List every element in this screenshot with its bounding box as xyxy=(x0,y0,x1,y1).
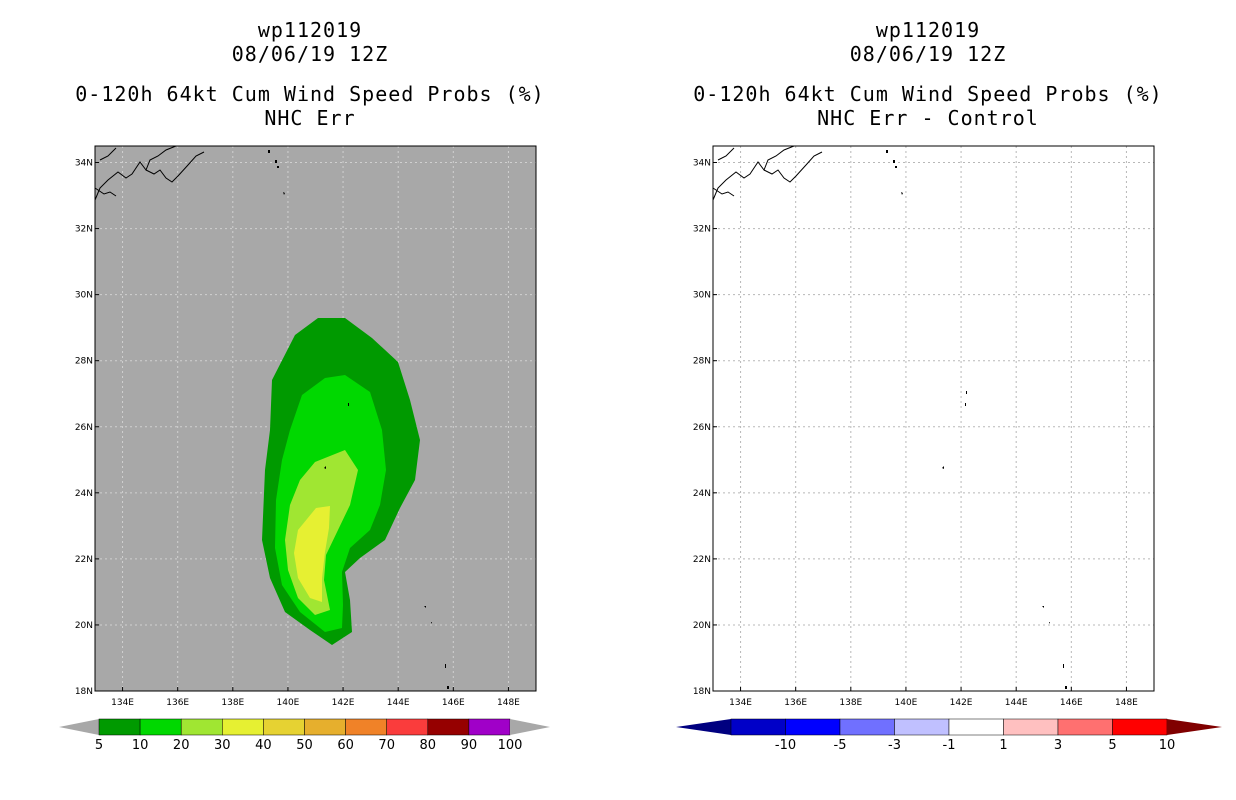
right-colorbar-label: 1 xyxy=(999,738,1007,753)
left-colorbar-swatch xyxy=(345,718,387,736)
right-colorbar-label: -10 xyxy=(775,738,796,753)
right-axis-ticks: 134E 136E 138E 140E 142E 144E 146E 148E 18N 20N 22… xyxy=(693,159,1138,708)
right-colorbar-label: -5 xyxy=(834,738,847,753)
right-colorbar-label: -1 xyxy=(943,738,956,753)
left-lon-label: 140E xyxy=(277,698,300,708)
left-colorbar-label: 20 xyxy=(173,738,190,753)
left-colorbar-label: 80 xyxy=(420,738,437,753)
right-storm-id: wp112019 xyxy=(875,18,981,42)
left-lon-label: 142E xyxy=(332,698,355,708)
right-colorbar-swatch xyxy=(894,718,950,736)
right-lat-label: 18N xyxy=(693,687,711,697)
left-date: 08/06/19 12Z xyxy=(231,42,389,66)
left-lon-label: 144E xyxy=(387,698,410,708)
right-colorbar-swatch xyxy=(1057,718,1113,736)
left-colorbar-swatch xyxy=(386,718,429,736)
right-map: 134E 136E 138E 140E 142E 144E 146E 148E 18N 20N 22… xyxy=(693,145,1155,708)
right-colorbar-swatch xyxy=(1003,718,1059,736)
right-lon-label: 144E xyxy=(1005,698,1028,708)
left-lon-label: 138E xyxy=(221,698,244,708)
right-colorbar-swatch xyxy=(948,718,1004,736)
left-colorbar-high-end xyxy=(510,719,550,735)
left-coastline xyxy=(94,145,205,201)
left-colorbar-label: 50 xyxy=(296,738,313,753)
left-colorbar-swatch xyxy=(180,718,223,736)
right-colorbar-low-end xyxy=(676,719,731,735)
right-date: 08/06/19 12Z xyxy=(849,42,1007,66)
right-map-background xyxy=(713,146,1154,691)
left-lat-label: 24N xyxy=(75,489,93,499)
left-lon-label: 136E xyxy=(166,698,189,708)
left-lat-label: 20N xyxy=(75,621,93,631)
left-lat-label: 26N xyxy=(75,423,93,433)
right-colorbar: -10 -5 -3 -1 1 3 5 10 xyxy=(676,718,1222,753)
left-lat-label: 18N xyxy=(75,687,93,697)
left-colorbar: 5 10 20 30 40 50 60 70 80 90 100 xyxy=(59,718,550,753)
right-lon-label: 140E xyxy=(895,698,918,708)
right-panel-title: wp112019 08/06/19 12Z 0-120h 64kt Cum Wi… xyxy=(678,18,1178,130)
right-lon-label: 134E xyxy=(729,698,752,708)
left-lat-label: 32N xyxy=(75,225,93,235)
right-colorbar-swatch xyxy=(730,718,786,736)
right-colorbar-swatch xyxy=(839,718,895,736)
right-lat-label: 26N xyxy=(693,423,711,433)
right-colorbar-high-end xyxy=(1167,719,1222,735)
left-axis-ticks: 134E 136E 138E 140E 142E 144E 146E 148E 18N 20N 22… xyxy=(75,159,520,708)
right-lat-label: 22N xyxy=(693,555,711,565)
left-lat-label: 34N xyxy=(75,159,93,169)
right-product-title: 0-120h 64kt Cum Wind Speed Probs (%) xyxy=(693,82,1163,106)
right-lat-label: 30N xyxy=(693,291,711,301)
right-colorbar-label: 3 xyxy=(1054,738,1062,753)
left-colorbar-label: 90 xyxy=(461,738,478,753)
left-colorbar-swatch xyxy=(427,718,470,736)
left-map: 134E 136E 138E 140E 142E 144E 146E 148E 18N 20N 22… xyxy=(75,145,537,708)
left-colorbar-swatch xyxy=(304,718,346,736)
left-colorbar-low-end xyxy=(59,719,99,735)
right-map-frame xyxy=(712,145,1155,692)
right-colorbar-swatch xyxy=(785,718,841,736)
left-colorbar-swatch xyxy=(263,718,305,736)
left-colorbar-label: 30 xyxy=(214,738,231,753)
right-lon-label: 136E xyxy=(784,698,807,708)
left-colorbar-label: 60 xyxy=(337,738,354,753)
left-panel-title: wp112019 08/06/19 12Z 0-120h 64kt Cum Wi… xyxy=(60,18,560,130)
left-colorbar-swatch xyxy=(468,718,511,736)
left-lon-label: 148E xyxy=(497,698,520,708)
left-subtitle: NHC Err xyxy=(264,106,356,130)
left-colorbar-label: 10 xyxy=(132,738,149,753)
right-colorbar-label: 10 xyxy=(1159,738,1176,753)
left-lon-label: 146E xyxy=(442,698,465,708)
left-colorbar-label: 100 xyxy=(498,738,523,753)
left-storm-id: wp112019 xyxy=(257,18,363,42)
left-colorbar-label: 5 xyxy=(95,738,103,753)
right-lat-label: 28N xyxy=(693,357,711,367)
contour-30pct xyxy=(294,506,330,602)
left-colorbar-swatch xyxy=(222,718,264,736)
right-lat-label: 20N xyxy=(693,621,711,631)
left-lon-label: 134E xyxy=(111,698,134,708)
left-lat-label: 30N xyxy=(75,291,93,301)
right-lat-label: 32N xyxy=(693,225,711,235)
right-lon-label: 148E xyxy=(1115,698,1138,708)
right-subtitle: NHC Err - Control xyxy=(817,106,1039,130)
right-lon-label: 142E xyxy=(950,698,973,708)
right-lon-label: 146E xyxy=(1060,698,1083,708)
left-colorbar-label: 40 xyxy=(255,738,272,753)
right-colorbar-swatch xyxy=(1112,718,1168,736)
right-lat-label: 34N xyxy=(693,159,711,169)
left-lat-label: 22N xyxy=(75,555,93,565)
left-lat-label: 28N xyxy=(75,357,93,367)
left-colorbar-label: 70 xyxy=(378,738,395,753)
right-coastline xyxy=(712,145,823,201)
right-gridlines xyxy=(713,146,1154,691)
left-colorbar-swatch xyxy=(139,718,182,736)
left-product-title: 0-120h 64kt Cum Wind Speed Probs (%) xyxy=(75,82,545,106)
left-map-frame xyxy=(94,145,537,692)
right-lat-label: 24N xyxy=(693,489,711,499)
right-colorbar-label: -3 xyxy=(888,738,901,753)
left-colorbar-swatch xyxy=(98,718,141,736)
right-colorbar-label: 5 xyxy=(1108,738,1116,753)
right-lon-label: 138E xyxy=(839,698,862,708)
